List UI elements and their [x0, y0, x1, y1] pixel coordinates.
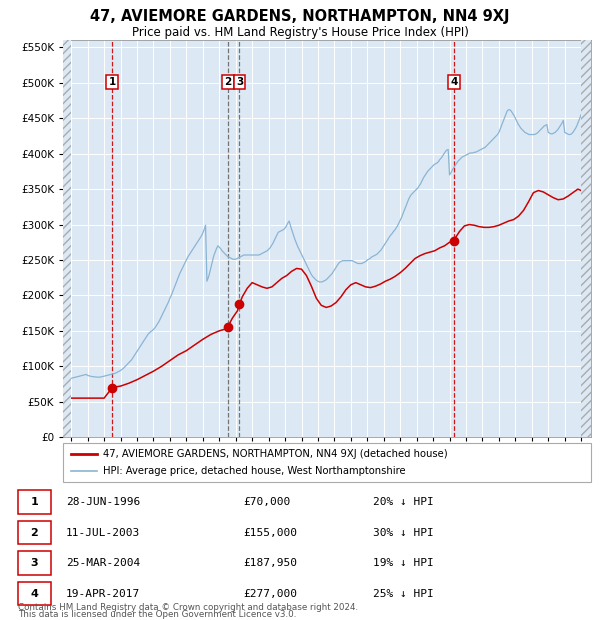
Text: HPI: Average price, detached house, West Northamptonshire: HPI: Average price, detached house, West… — [103, 466, 405, 476]
Text: 11-JUL-2003: 11-JUL-2003 — [66, 528, 140, 538]
Text: £187,950: £187,950 — [244, 558, 298, 568]
Text: 1: 1 — [109, 77, 116, 87]
FancyBboxPatch shape — [18, 582, 51, 605]
Text: 4: 4 — [31, 588, 38, 598]
FancyBboxPatch shape — [18, 490, 51, 513]
Text: 19-APR-2017: 19-APR-2017 — [66, 588, 140, 598]
Text: 47, AVIEMORE GARDENS, NORTHAMPTON, NN4 9XJ (detached house): 47, AVIEMORE GARDENS, NORTHAMPTON, NN4 9… — [103, 449, 447, 459]
Text: 20% ↓ HPI: 20% ↓ HPI — [373, 497, 434, 507]
Text: 25% ↓ HPI: 25% ↓ HPI — [373, 588, 434, 598]
Text: This data is licensed under the Open Government Licence v3.0.: This data is licensed under the Open Gov… — [18, 610, 296, 619]
FancyBboxPatch shape — [18, 551, 51, 575]
Text: 28-JUN-1996: 28-JUN-1996 — [66, 497, 140, 507]
Text: 3: 3 — [31, 558, 38, 568]
Text: 47, AVIEMORE GARDENS, NORTHAMPTON, NN4 9XJ: 47, AVIEMORE GARDENS, NORTHAMPTON, NN4 9… — [90, 9, 510, 24]
Text: 2: 2 — [31, 528, 38, 538]
FancyBboxPatch shape — [63, 443, 591, 482]
Text: 1: 1 — [31, 497, 38, 507]
Text: 25-MAR-2004: 25-MAR-2004 — [66, 558, 140, 568]
Bar — [63, 40, 71, 437]
Text: £277,000: £277,000 — [244, 588, 298, 598]
Text: 19% ↓ HPI: 19% ↓ HPI — [373, 558, 434, 568]
Text: 3: 3 — [236, 77, 243, 87]
Text: Contains HM Land Registry data © Crown copyright and database right 2024.: Contains HM Land Registry data © Crown c… — [18, 603, 358, 612]
Text: 4: 4 — [451, 77, 458, 87]
FancyBboxPatch shape — [18, 521, 51, 544]
Text: 30% ↓ HPI: 30% ↓ HPI — [373, 528, 434, 538]
Bar — [581, 40, 591, 437]
Text: £155,000: £155,000 — [244, 528, 298, 538]
Text: Price paid vs. HM Land Registry's House Price Index (HPI): Price paid vs. HM Land Registry's House … — [131, 26, 469, 39]
Text: £70,000: £70,000 — [244, 497, 291, 507]
Text: 2: 2 — [224, 77, 232, 87]
